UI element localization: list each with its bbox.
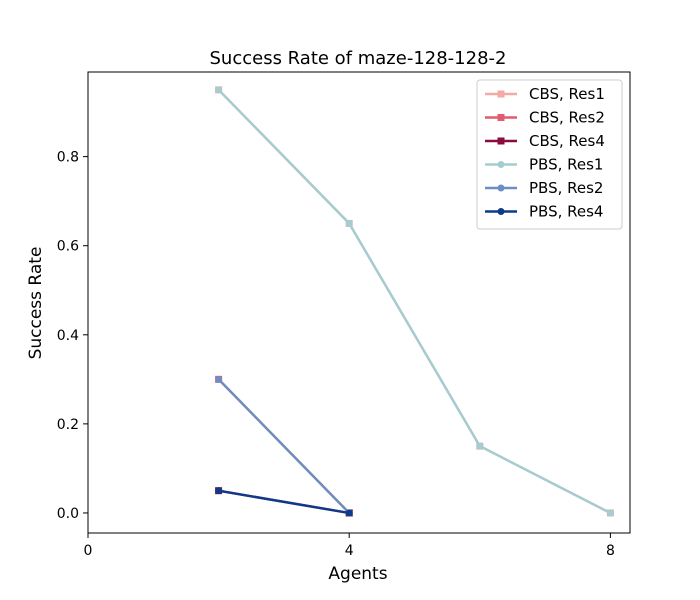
series-line <box>218 489 350 515</box>
plot-area <box>215 86 614 517</box>
y-tick-label: 0.4 <box>57 328 79 344</box>
legend-marker <box>497 137 505 145</box>
data-point <box>215 86 223 94</box>
series-line <box>217 88 611 515</box>
legend-entry: CBS, Res4 <box>485 132 605 150</box>
legend-marker <box>497 161 505 168</box>
plot-frame <box>87 71 631 534</box>
data-point <box>606 509 614 517</box>
series-3 <box>215 86 614 517</box>
legend-marker <box>497 90 505 98</box>
legend-entry: CBS, Res2 <box>485 109 605 127</box>
data-point <box>476 442 484 450</box>
legend-entry: PBS, Res4 <box>485 203 603 221</box>
data-point <box>345 509 353 517</box>
legend-entry: PBS, Res2 <box>485 179 603 197</box>
x-tick-label: 0 <box>84 543 93 559</box>
legend-entry: PBS, Res1 <box>485 156 603 174</box>
series-line <box>217 378 351 514</box>
x-axis-label: Agents <box>328 564 387 584</box>
y-axis: 0.0 0.2 0.4 0.6 0.8 <box>57 150 88 522</box>
y-tick-label: 0.6 <box>57 239 79 255</box>
data-point <box>215 487 223 495</box>
legend-marker <box>497 114 505 121</box>
x-axis: 0 4 8 <box>84 533 615 559</box>
y-tick-label: 0.2 <box>57 417 79 433</box>
legend-label: PBS, Res2 <box>529 179 603 197</box>
legend: CBS, Res1 CBS, Res2 CBS, Res4 PBS, Res1 PBS,… <box>476 79 623 230</box>
legend-label: CBS, Res2 <box>529 109 605 127</box>
series-5 <box>215 487 353 517</box>
series-4 <box>215 375 353 517</box>
legend-label: CBS, Res4 <box>529 132 605 150</box>
y-axis-label: Success Rate <box>26 247 46 360</box>
x-tick-label: 8 <box>606 543 615 559</box>
y-tick-label: 0.8 <box>57 150 79 166</box>
legend-label: CBS, Res1 <box>529 85 605 103</box>
legend-label: PBS, Res4 <box>529 203 603 221</box>
legend-entry: CBS, Res1 <box>485 85 605 103</box>
y-tick-label: 0.0 <box>57 506 79 522</box>
chart-title: Success Rate of maze-128-128-2 <box>210 48 507 69</box>
legend-label: PBS, Res1 <box>529 156 603 174</box>
data-point <box>215 375 223 383</box>
legend-marker <box>497 184 505 192</box>
x-tick-label: 4 <box>345 543 354 559</box>
legend-marker <box>497 208 505 215</box>
data-point <box>345 219 353 227</box>
